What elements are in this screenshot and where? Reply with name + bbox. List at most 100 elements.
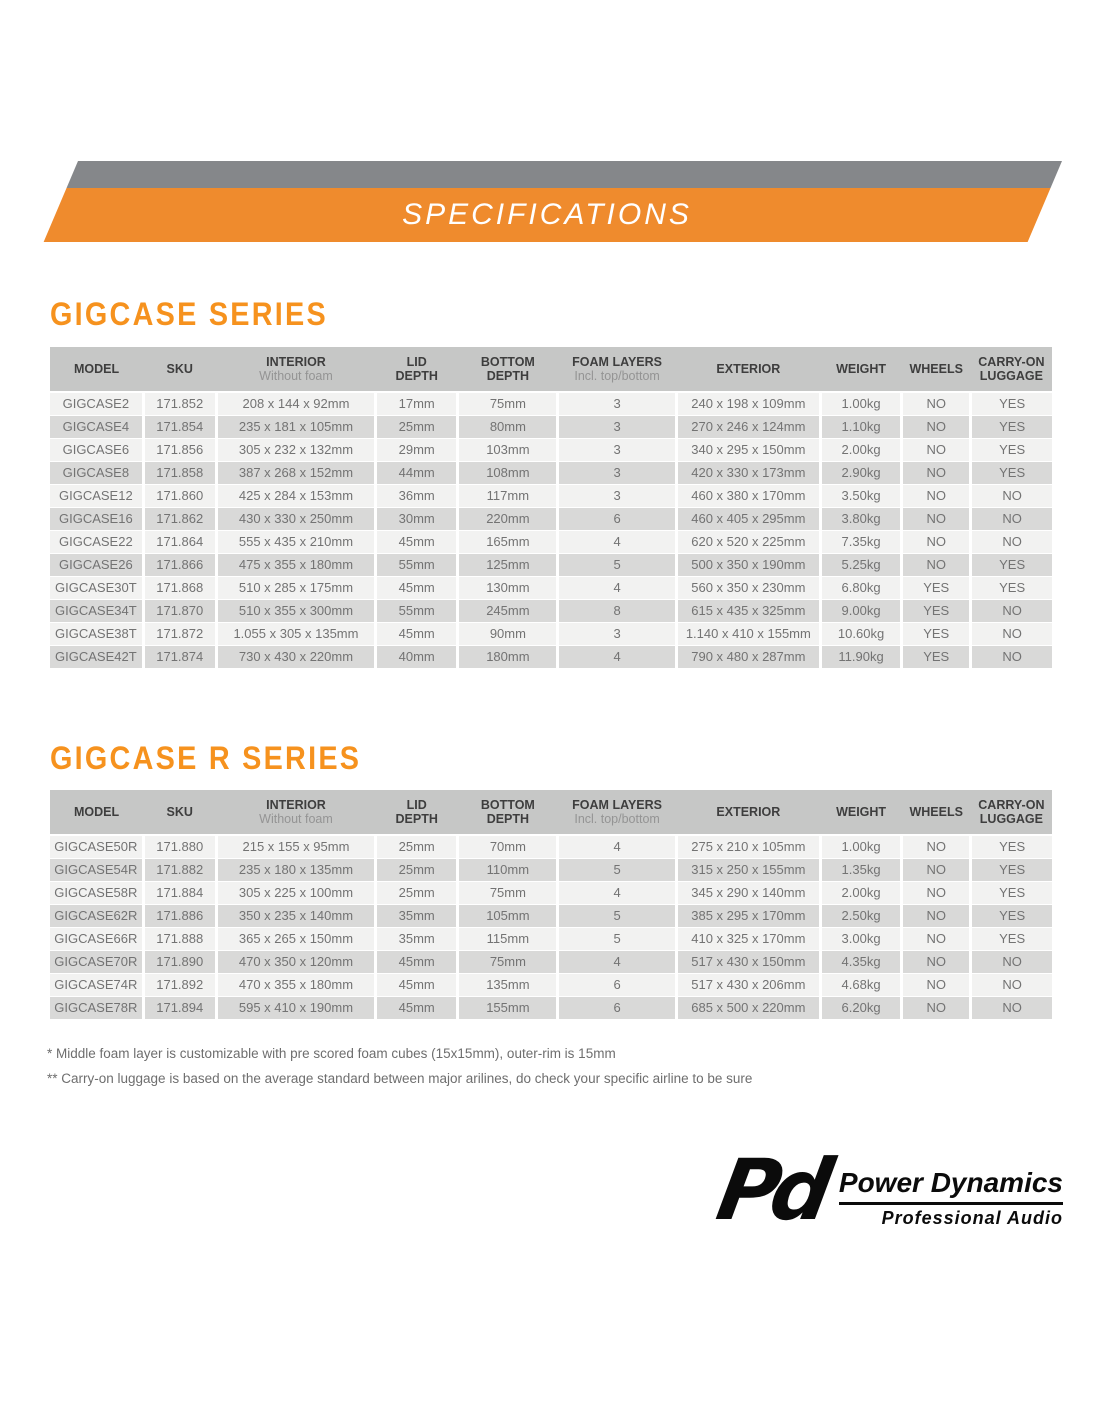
spec-cell: 44mm (374, 460, 458, 484)
spec-cell: NO (900, 834, 971, 858)
spec-cell: YES (969, 437, 1052, 461)
spec-cell: 5 (556, 857, 677, 881)
spec-cell: YES (969, 926, 1052, 950)
spec-cell: NO (900, 437, 971, 461)
spec-cell: 425 x 284 x 153mm (214, 483, 376, 507)
spec-cell: 270 x 246 x 124mm (674, 414, 821, 438)
spec-cell: 1.140 x 410 x 155mm (674, 621, 821, 645)
spec-cell: 220mm (456, 506, 558, 530)
spec-cell: 171.880 (141, 834, 217, 858)
spec-cell: 500 x 350 x 190mm (674, 552, 821, 576)
spec-cell: NO (969, 598, 1052, 622)
spec-cell: 8 (556, 598, 677, 622)
spec-cell: NO (900, 506, 971, 530)
column-header: LID DEPTH (375, 347, 458, 392)
spec-cell: 6 (556, 506, 677, 530)
spec-cell: 36mm (374, 483, 458, 507)
spec-cell: 3 (556, 391, 677, 415)
column-header-label: INTERIOR (266, 355, 326, 369)
spec-cell: 171.852 (141, 391, 217, 415)
spec-table-row: GIGCASE70R 171.890 470 x 350 x 120mm 45mm 75… (50, 949, 1052, 973)
spec-cell: 171.894 (141, 995, 217, 1019)
column-header: WHEELS (901, 790, 971, 835)
spec-cell: 180mm (456, 644, 558, 668)
spec-cell: NO (969, 995, 1052, 1019)
column-header: FOAM LAYERS Incl. top/bottom (557, 347, 677, 392)
spec-table-row: GIGCASE74R 171.892 470 x 355 x 180mm 45mm 13… (50, 972, 1052, 996)
specifications-banner: SPECIFICATIONS (43, 161, 1062, 242)
spec-cell: 3.80kg (818, 506, 902, 530)
spec-table-row: GIGCASE30T 171.868 510 x 285 x 175mm 45mm 13… (50, 575, 1052, 599)
spec-table-row: GIGCASE4 171.854 235 x 181 x 105mm 25mm 80mm… (50, 414, 1052, 438)
column-header: INTERIOR Without foam (216, 790, 376, 835)
spec-cell: 460 x 380 x 170mm (674, 483, 821, 507)
spec-cell: 235 x 180 x 135mm (214, 857, 376, 881)
column-header-subtitle: Without foam (259, 369, 333, 383)
spec-cell: NO (900, 926, 971, 950)
spec-cell: 6.20kg (818, 995, 902, 1019)
spec-table-row: GIGCASE62R 171.886 350 x 235 x 140mm 35mm 10… (50, 903, 1052, 927)
spec-cell: GIGCASE78R (50, 995, 144, 1019)
spec-table-row: GIGCASE12 171.860 425 x 284 x 153mm 36mm 117… (50, 483, 1052, 507)
spec-cell: 6 (556, 972, 677, 996)
spec-cell: 40mm (374, 644, 458, 668)
spec-table-row: GIGCASE34T 171.870 510 x 355 x 300mm 55mm 24… (50, 598, 1052, 622)
spec-cell: NO (900, 857, 971, 881)
column-header-label: SKU (166, 362, 193, 376)
spec-cell: NO (900, 460, 971, 484)
spec-cell: 4 (556, 834, 677, 858)
spec-cell: NO (969, 621, 1052, 645)
spec-cell: GIGCASE38T (50, 621, 144, 645)
column-header-label: CARRY-ON LUGGAGE (978, 798, 1045, 826)
spec-cell: YES (969, 391, 1052, 415)
column-header: SKU (143, 790, 217, 835)
spec-cell: 35mm (374, 926, 458, 950)
spec-cell: GIGCASE4 (50, 414, 144, 438)
column-header-label: BOTTOM DEPTH (480, 355, 535, 383)
spec-cell: 1.00kg (818, 834, 902, 858)
spec-cell: 1.10kg (818, 414, 902, 438)
spec-cell: 45mm (374, 575, 458, 599)
spec-cell: 171.868 (141, 575, 217, 599)
spec-table-row: GIGCASE54R 171.882 235 x 180 x 135mm 25mm 11… (50, 857, 1052, 881)
spec-cell: 11.90kg (818, 644, 902, 668)
spec-cell: 3 (556, 414, 677, 438)
spec-cell: NO (900, 483, 971, 507)
spec-cell: NO (900, 552, 971, 576)
column-header: INTERIOR Without foam (216, 347, 376, 392)
spec-cell: 517 x 430 x 150mm (674, 949, 821, 973)
column-header: SKU (143, 347, 217, 392)
spec-cell: 110mm (456, 857, 558, 881)
spec-cell: NO (969, 483, 1052, 507)
spec-cell: GIGCASE6 (50, 437, 144, 461)
column-header-label: LID DEPTH (395, 798, 438, 826)
spec-cell: 45mm (374, 972, 458, 996)
spec-cell: 2.00kg (818, 437, 902, 461)
column-header-label: LID DEPTH (395, 355, 438, 383)
spec-cell: 105mm (456, 903, 558, 927)
column-header-label: EXTERIOR (716, 362, 781, 376)
spec-cell: 350 x 235 x 140mm (214, 903, 376, 927)
spec-cell: 5.25kg (818, 552, 902, 576)
spec-cell: 130mm (456, 575, 558, 599)
spec-cell: NO (969, 506, 1052, 530)
spec-cell: NO (969, 972, 1052, 996)
spec-cell: 171.872 (141, 621, 217, 645)
spec-cell: YES (969, 575, 1052, 599)
spec-cell: 6.80kg (818, 575, 902, 599)
column-header-label: FOAM LAYERS (572, 355, 662, 369)
spec-cell: 615 x 435 x 325mm (674, 598, 821, 622)
spec-cell: GIGCASE58R (50, 880, 144, 904)
power-dynamics-logo: Pd Power Dynamics Professional Audio (711, 1141, 1063, 1239)
spec-cell: 75mm (456, 880, 558, 904)
spec-cell: 208 x 144 x 92mm (214, 391, 376, 415)
spec-cell: NO (900, 414, 971, 438)
spec-cell: 555 x 435 x 210mm (214, 529, 376, 553)
column-header-label: FOAM LAYERS (572, 798, 662, 812)
spec-cell: 45mm (374, 529, 458, 553)
logo-tagline: Professional Audio (881, 1208, 1063, 1228)
spec-cell: NO (969, 644, 1052, 668)
spec-cell: 115mm (456, 926, 558, 950)
spec-cell: NO (900, 529, 971, 553)
column-header-label: WEIGHT (836, 362, 887, 376)
